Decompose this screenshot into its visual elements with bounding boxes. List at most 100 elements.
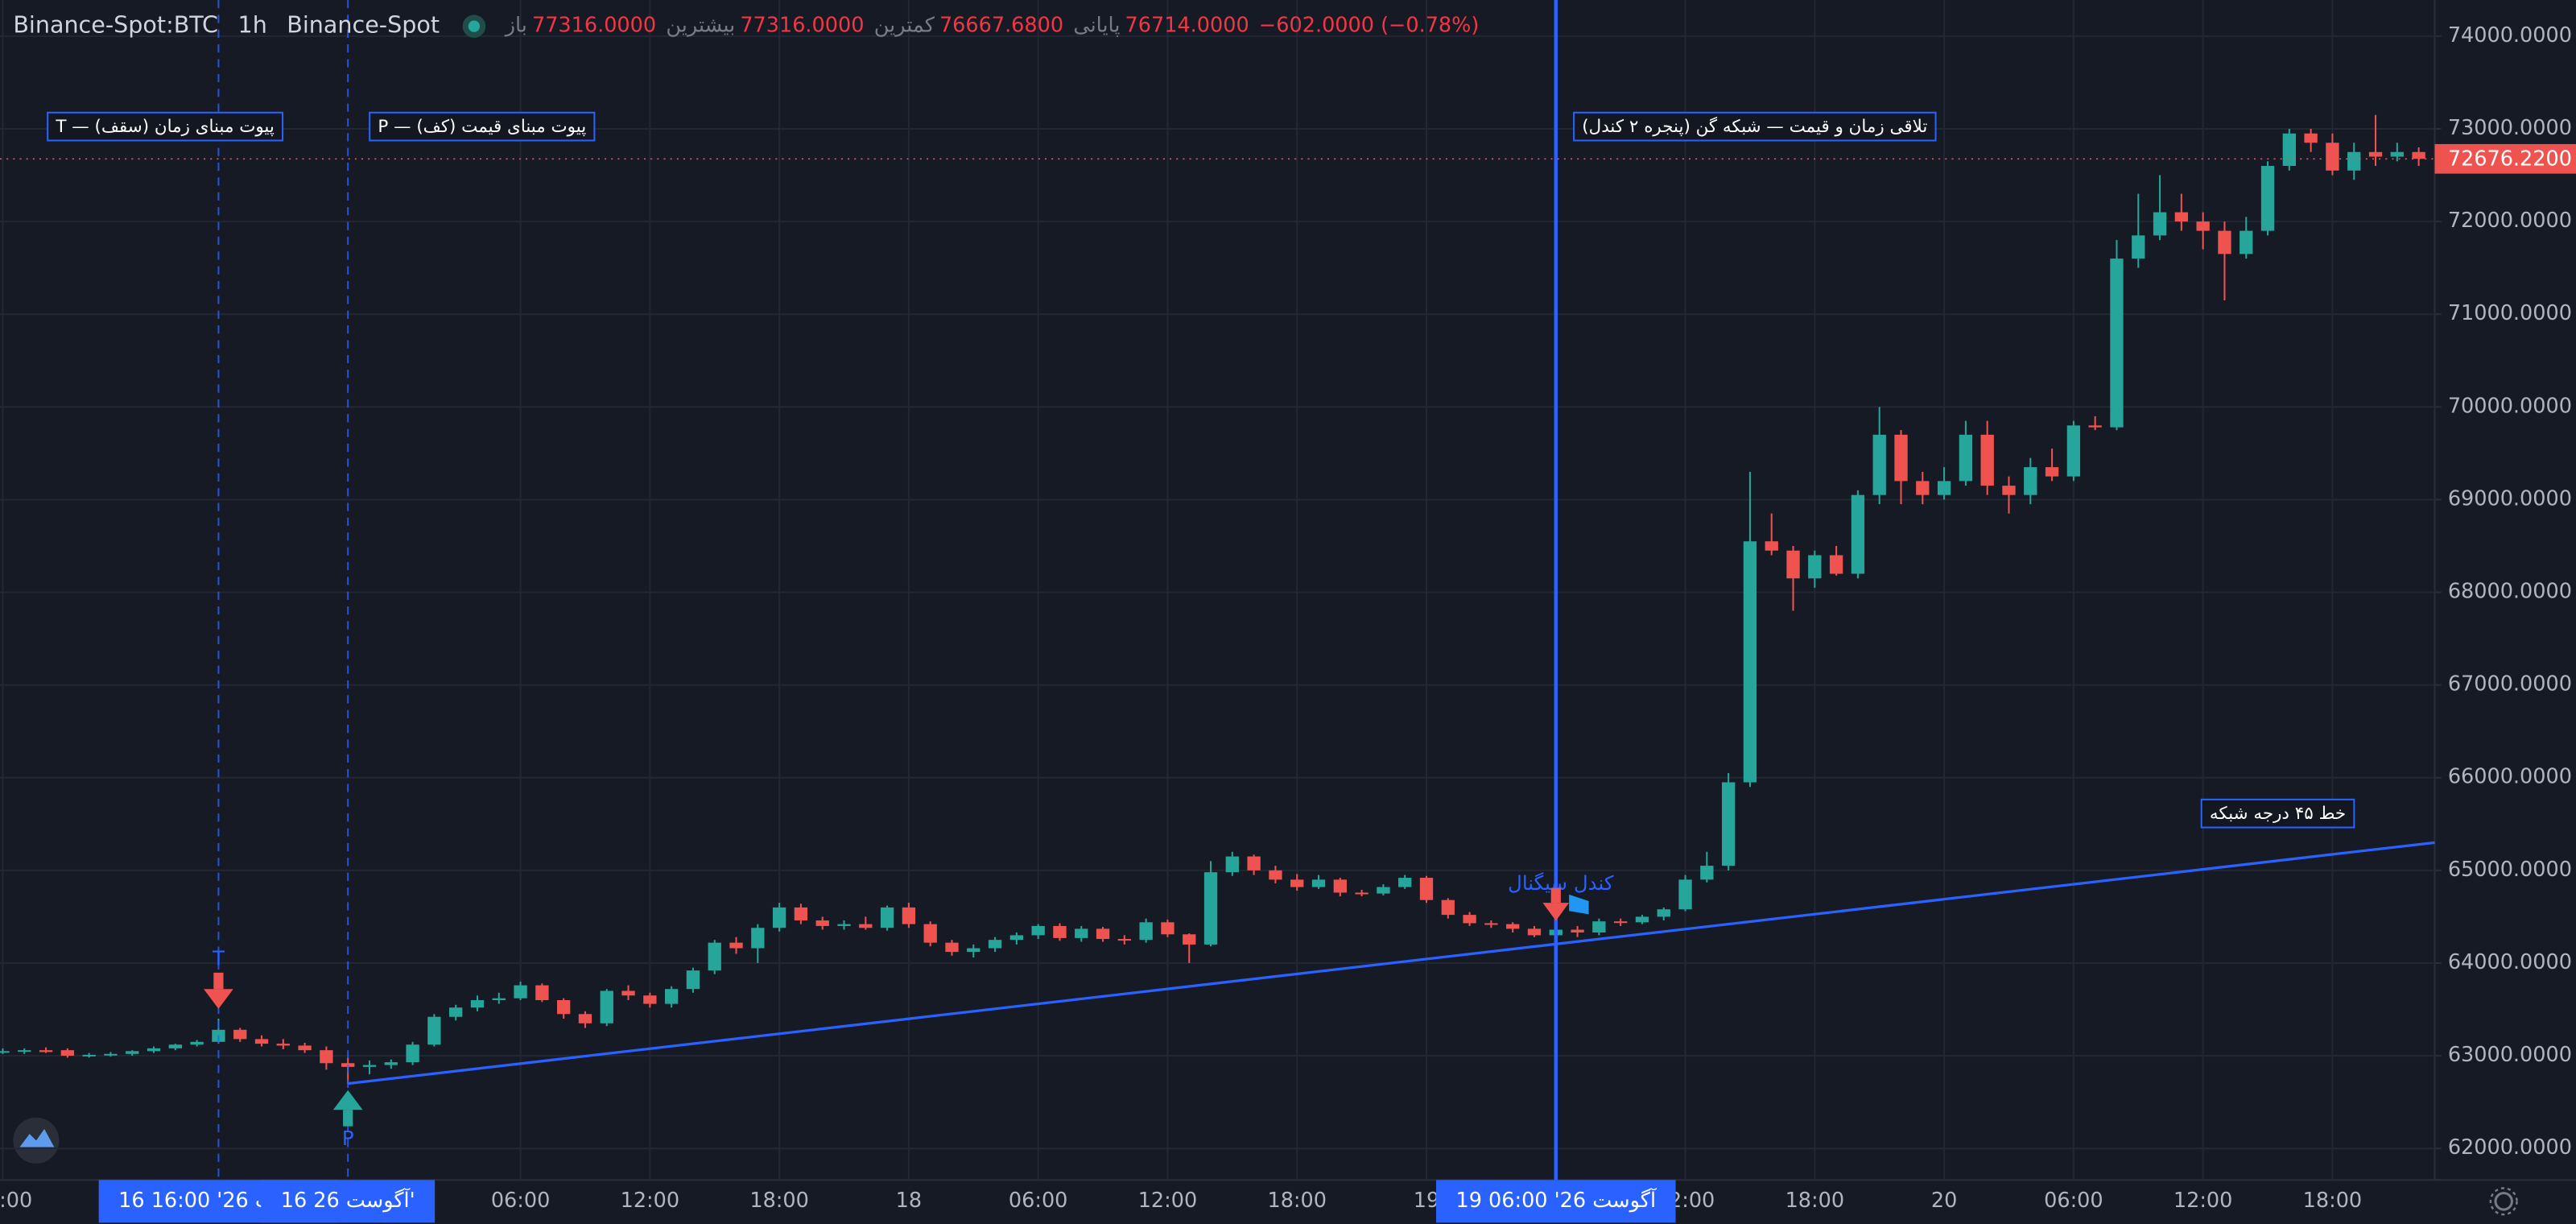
candle-body: [1419, 878, 1434, 900]
candle-body: [427, 1016, 441, 1045]
candle-body: [1183, 934, 1196, 945]
candle-body: [794, 907, 808, 921]
legend-label: پایانی: [1073, 14, 1120, 38]
candle-body: [2326, 143, 2339, 171]
candle-body: [708, 942, 721, 971]
signal-arrow-shaft: [1550, 887, 1561, 904]
logo-icon[interactable]: [19, 1129, 55, 1148]
pivot-annotation-box: [369, 111, 596, 142]
candle-body: [1916, 481, 1930, 495]
candle-body: [1161, 922, 1174, 935]
signal-arrow-head: [1542, 903, 1570, 921]
candle-body: [1808, 555, 1822, 579]
y-tick-label: 63000.0000: [2448, 1043, 2572, 1067]
settings-button[interactable]: [2489, 1187, 2518, 1216]
interval: 1h: [238, 11, 267, 39]
candle-body: [2368, 151, 2383, 157]
candle-body: [449, 1007, 463, 1017]
candle-body: [514, 985, 527, 999]
legend-value: 76667.6800: [939, 14, 1063, 38]
y-tick-label: 74000.0000: [2448, 23, 2572, 48]
candle-body: [2304, 133, 2318, 143]
candle-body: [1743, 541, 1757, 783]
legend-value: 77316.0000: [740, 14, 864, 38]
candles: [0, 114, 2425, 1084]
signal-label: کندل سیگنال: [1508, 871, 1614, 895]
candle-body: [686, 970, 700, 990]
candle-body: [104, 1053, 118, 1056]
exchange: Binance-Spot: [287, 11, 440, 39]
candle-body: [2045, 467, 2059, 477]
legend-label: باز: [504, 14, 527, 38]
gear-teeth[interactable]: [2489, 1187, 2518, 1216]
candle-body: [2002, 486, 2016, 495]
candle-body: [859, 924, 873, 928]
candle-body: [729, 942, 743, 949]
legend-value: 76714.0000: [1125, 14, 1249, 38]
x-tick-label: 18:00: [1267, 1189, 1327, 1213]
candle-body: [254, 1039, 269, 1044]
candle-body: [880, 907, 894, 928]
candle-body: [967, 948, 980, 953]
candle-body: [2066, 425, 2081, 477]
pivot-annotation: T — پیوت مبنای زمان (سقف): [47, 111, 284, 142]
candle-body: [1592, 921, 1606, 932]
candle-body: [1765, 541, 1778, 551]
candle-body: [643, 995, 657, 1004]
candle-body: [1484, 923, 1498, 925]
crosshair-time-label: 19 آگوست 26' 06:00: [1455, 1188, 1657, 1213]
candle-body: [233, 1029, 247, 1040]
x-tick-label: 06:00: [491, 1189, 551, 1213]
candle-body: [1829, 555, 1843, 574]
candle-body: [18, 1050, 31, 1052]
candle-body: [1506, 924, 1520, 929]
candle-body: [60, 1050, 75, 1057]
candle-body: [406, 1044, 419, 1063]
candle-body: [2390, 151, 2404, 157]
y-tick-label: 68000.0000: [2448, 580, 2572, 604]
pivot-annotation-box: [47, 111, 284, 142]
signal-annotation-text: تلاقی زمان و قیمت — شبکه گن (پنجره ۲ کند…: [1582, 116, 1927, 137]
candle-body: [1311, 879, 1326, 887]
x-tick-label: 19: [1414, 1189, 1439, 1213]
logo[interactable]: [13, 1117, 60, 1164]
candle-body: [1678, 879, 1692, 910]
candle-body: [39, 1050, 53, 1052]
candle-body: [1959, 434, 1973, 482]
candle-body: [298, 1045, 312, 1051]
x-tick-label: 06:00: [1009, 1189, 1068, 1213]
candle-body: [600, 990, 613, 1023]
candle-body: [535, 985, 549, 1000]
y-tick-label: 70000.0000: [2448, 394, 2572, 418]
status-dot: [468, 20, 481, 32]
candle-body: [168, 1044, 182, 1048]
candle-body: [1269, 870, 1282, 880]
candle-body: [1872, 434, 1886, 495]
candle-body: [1894, 434, 1908, 482]
pivot-letter: P: [342, 1127, 354, 1150]
gann-line: [348, 841, 2435, 1085]
candle-body: [2347, 151, 2361, 171]
y-tick-label: 69000.0000: [2448, 486, 2572, 511]
pivot-annotation-text: P — پیوت مبنای قیمت (کف): [378, 117, 586, 137]
legend-label: کمترین: [874, 14, 935, 38]
candle-body: [578, 1014, 592, 1023]
arrow-shaft: [343, 1110, 353, 1127]
candle-body: [1031, 925, 1045, 936]
candle-body: [1851, 494, 1865, 574]
header: Binance-Spot:BTC 1h Binance-Spot باز 77316.0…: [13, 11, 1479, 39]
gear-icon[interactable]: [2494, 1192, 2513, 1211]
candle-body: [1139, 922, 1153, 941]
candle-body: [126, 1051, 139, 1054]
arrow-shaft: [213, 972, 224, 990]
candle-body: [923, 924, 937, 943]
candle-body: [320, 1050, 333, 1064]
y-tick-label: 64000.0000: [2448, 950, 2572, 974]
candle-body: [1937, 481, 1951, 495]
candle-body: [1333, 879, 1347, 893]
candle-body: [1290, 879, 1304, 887]
candle-body: [621, 990, 635, 996]
